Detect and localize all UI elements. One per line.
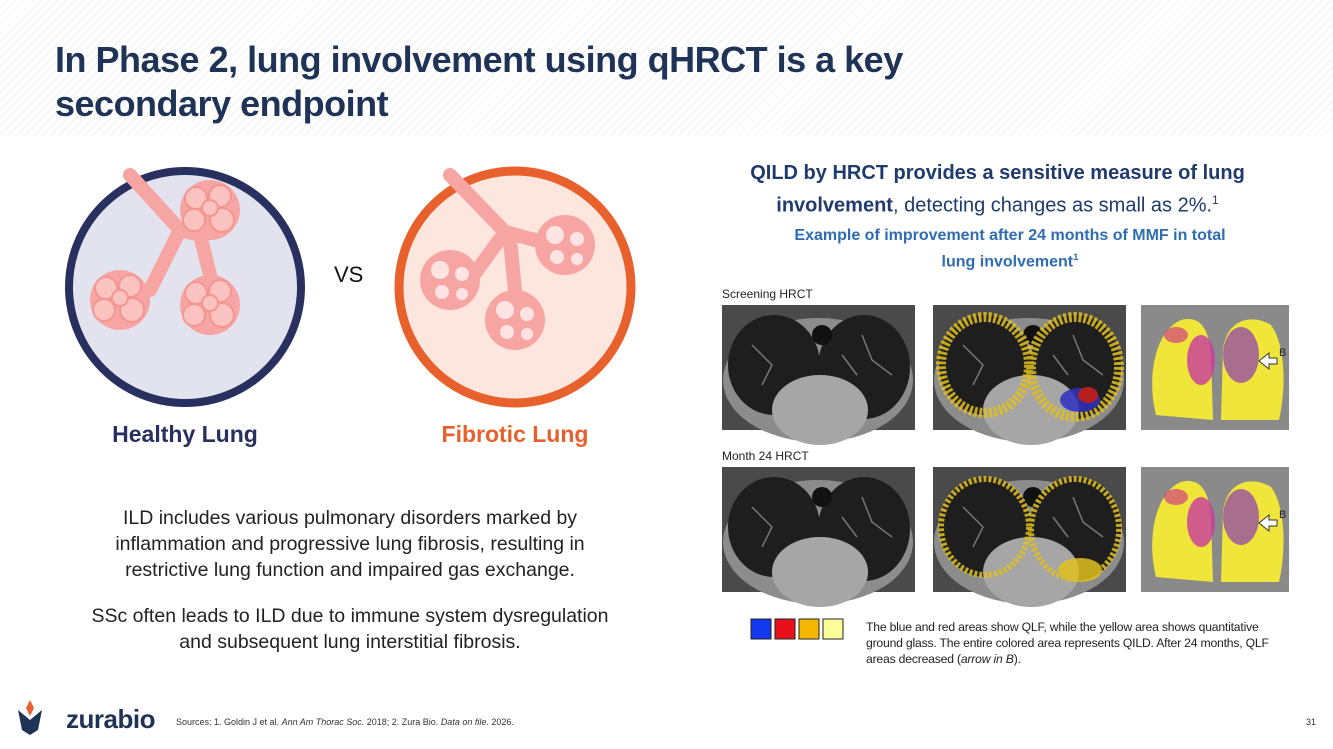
shape [89,269,151,331]
shape [1058,558,1102,582]
shape [938,476,1032,578]
headline: QILD by HRCT provides a sensitive measur… [700,160,1295,220]
shape [420,250,480,310]
paragraph: ILD includes various pulmonary disorders… [115,507,585,581]
page-number: 31 [1306,717,1317,727]
shape [938,476,1122,582]
footnote-ref: 1 [1073,252,1079,263]
source-data: Data on file. [440,717,489,727]
shape [721,466,916,608]
fibrotic-lung [394,166,636,408]
header-band [0,0,1333,135]
shape [822,618,844,640]
shape [1140,304,1290,431]
source-text: Sources: 1. Goldin J et al. [176,717,282,727]
shape [1140,466,1290,593]
shape [750,618,772,640]
source-text: 2026. [488,717,514,727]
legend-end: ). [1013,652,1021,666]
image-marker: B [1279,509,1286,521]
shape [535,215,595,275]
shape [179,179,241,241]
sources: Sources: 1. Goldin J et al. Ann Am Thora… [176,717,514,727]
logo-text: zurabio [66,704,155,734]
shape [798,618,820,640]
paragraph: SSc often leads to ILD due to immune sys… [91,605,609,653]
vs-label: VS [334,262,364,287]
color-legend [750,618,844,640]
shape [18,710,42,735]
healthy-label: Healthy Lung [112,421,258,447]
logo-mark [18,700,42,735]
slide-title: In Phase 2, lung involvement using qHRCT… [55,39,903,124]
shape [721,304,916,446]
healthy-lung [65,167,305,407]
row-label: Screening HRCT [722,287,813,301]
headline-bold: QILD by HRCT provides a sensitive measur… [750,162,1245,217]
footnote-ref: 1 [1212,193,1219,207]
source-journal: Ann Am Thorac Soc. [281,717,365,727]
shape [774,618,796,640]
shape [1078,387,1098,403]
shape [485,290,545,350]
legend-italic: arrow in B [960,652,1014,666]
image-marker: B [1279,347,1286,359]
legend-main: The blue and red areas show QLF, while t… [866,620,1269,666]
subtitle: Example of improvement after 24 months o… [780,225,1240,273]
row-label: Month 24 HRCT [722,449,809,463]
ct-images: B B [721,304,1290,608]
shape [1026,312,1124,422]
shape [179,274,241,336]
shape [936,312,1034,418]
shape [1028,476,1122,582]
fibrotic-label: Fibrotic Lung [441,421,589,447]
legend-text: The blue and red areas show QLF, while t… [866,619,1286,667]
subtitle-text: Example of improvement after 24 months o… [794,227,1226,271]
shape [936,312,1124,422]
headline-rest: , detecting changes as small as 2%. [892,194,1213,217]
source-text: 2018; 2. Zura Bio. [364,717,441,727]
shape [65,167,305,407]
shape [26,700,34,716]
